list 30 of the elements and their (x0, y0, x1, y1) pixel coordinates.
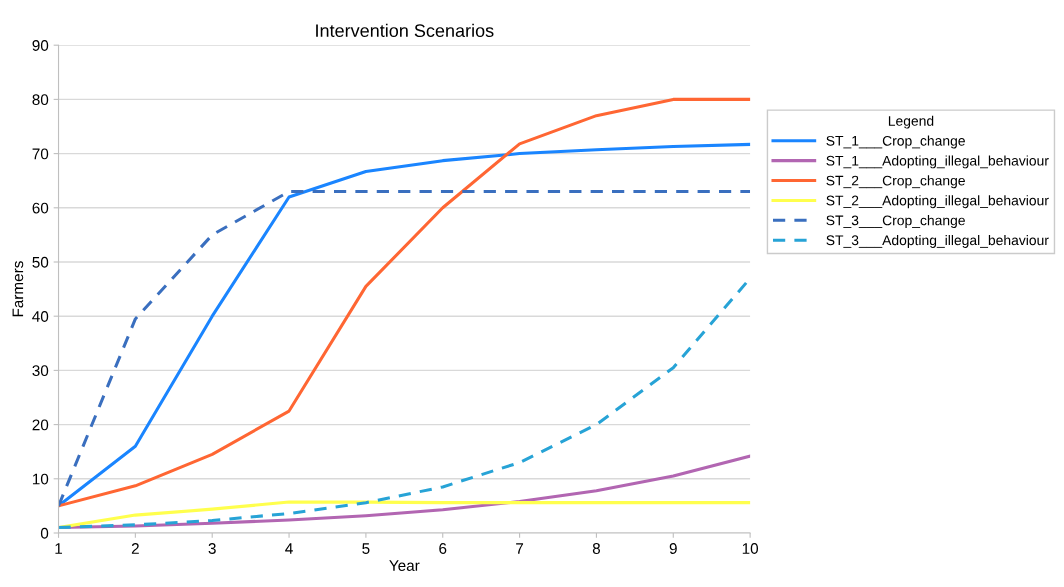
legend-label: ST_2___Adopting_illegal_behaviour (826, 195, 1049, 209)
legend-label: ST_3___Crop_change (826, 215, 965, 229)
x-tick-label: 5 (362, 543, 370, 554)
y-axis-title: Farmers (12, 261, 24, 317)
x-axis-title: Year (389, 560, 420, 571)
x-tick-label: 3 (208, 543, 216, 554)
chart-title: Intervention Scenarios (316, 23, 494, 38)
x-tick-label: 6 (439, 543, 447, 554)
x-tick-label: 9 (669, 543, 677, 554)
y-tick-label: 40 (32, 311, 49, 322)
x-tick-label: 1 (55, 543, 63, 554)
y-tick-label: 10 (32, 473, 49, 485)
x-tick-label: 4 (285, 543, 293, 554)
legend-label: ST_1___Adopting_illegal_behaviour (826, 155, 1049, 169)
y-tick-label: 90 (32, 40, 49, 51)
y-tick-label: 20 (32, 419, 49, 431)
x-tick-label: 8 (592, 543, 601, 554)
legend-title: Legend (888, 115, 934, 129)
x-tick-label: 10 (742, 543, 759, 554)
y-tick-label: 60 (32, 202, 49, 214)
y-tick-label: 0 (40, 527, 49, 539)
x-tick-label: 2 (131, 543, 139, 554)
y-tick-label: 80 (32, 94, 49, 106)
legend-label: ST_1___Crop_change (826, 135, 965, 149)
x-tick-label: 7 (516, 543, 524, 554)
legend-label: ST_2___Crop_change (826, 175, 965, 189)
y-tick-label: 30 (32, 365, 49, 377)
y-tick-label: 70 (32, 148, 49, 160)
y-tick-label: 50 (32, 256, 49, 268)
legend-label: ST_3___Adopting_illegal_behaviour (826, 234, 1049, 248)
